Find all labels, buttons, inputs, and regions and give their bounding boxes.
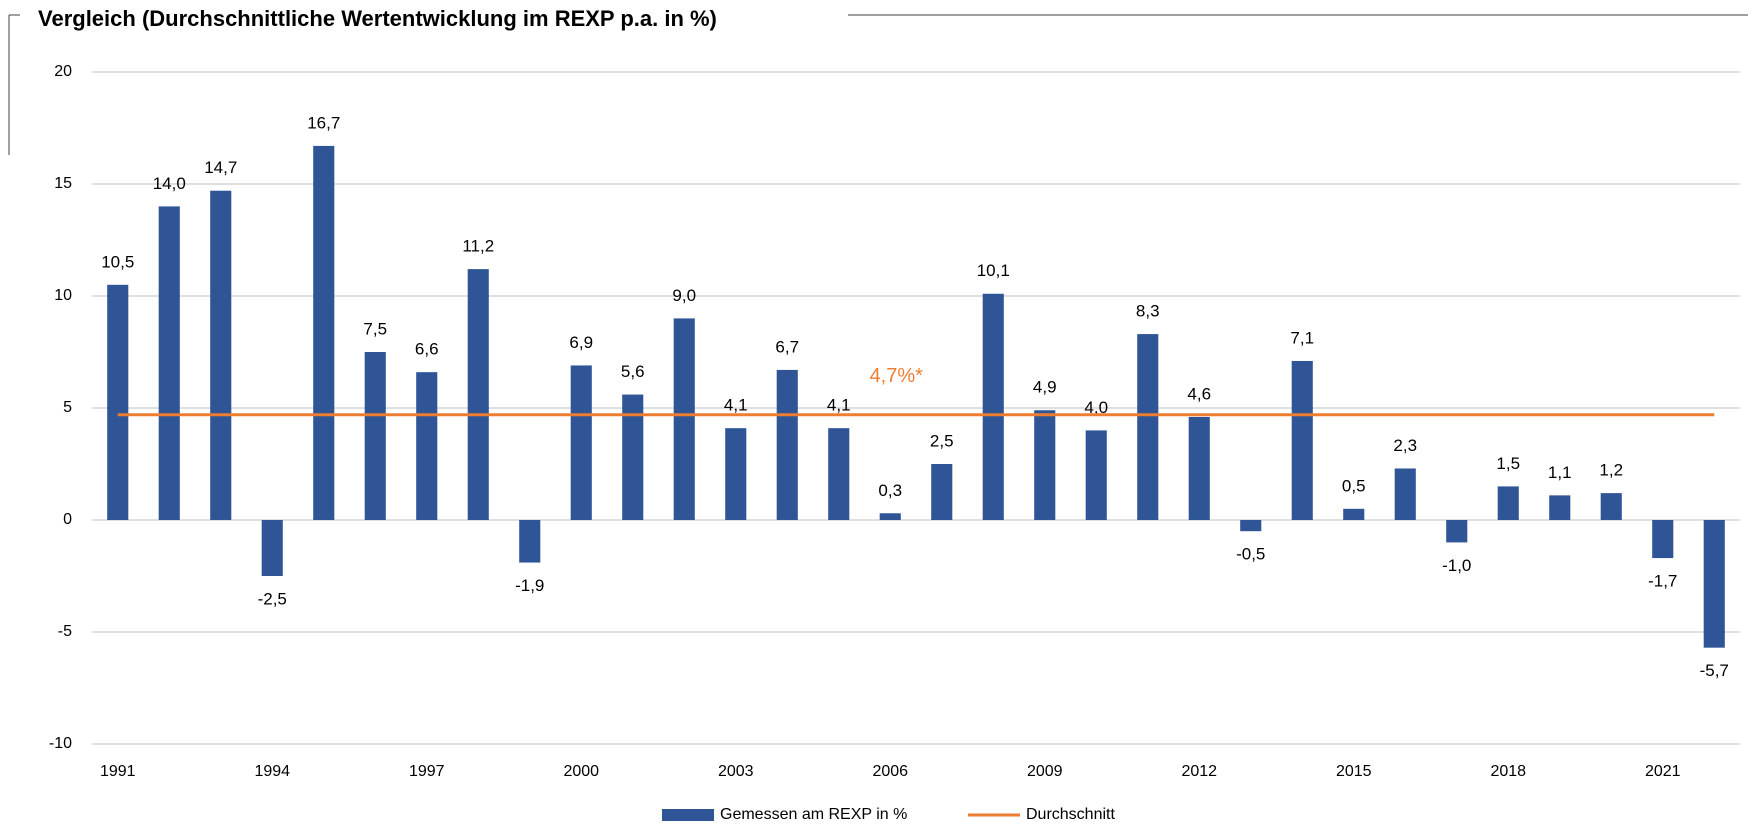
value-label: 1,1 [1548, 463, 1572, 482]
y-tick-label: 0 [63, 511, 72, 528]
bar [107, 284, 129, 520]
value-label: 4,0 [1084, 398, 1108, 417]
y-tick-label: 15 [54, 175, 72, 192]
value-label: 4,6 [1187, 384, 1211, 403]
y-tick-label: 5 [63, 399, 72, 416]
bar [1137, 334, 1159, 520]
value-label: 1,5 [1496, 454, 1520, 473]
value-label: 0,3 [878, 481, 902, 500]
legend-swatch [662, 809, 714, 821]
value-label: 4,9 [1033, 378, 1057, 397]
value-label: -1,9 [515, 576, 544, 595]
value-label: 5,6 [621, 362, 645, 381]
value-label: 8,3 [1136, 302, 1160, 321]
bar [467, 269, 489, 520]
x-tick-label: 1997 [409, 763, 445, 780]
bar [1394, 468, 1416, 520]
bar [931, 464, 953, 520]
bar [1291, 360, 1313, 520]
value-label: 6,9 [569, 333, 593, 352]
value-label: 6,6 [415, 340, 439, 359]
bar [570, 365, 592, 520]
bar [1652, 520, 1674, 559]
bar [519, 520, 541, 563]
x-tick-label: 2003 [718, 763, 754, 780]
value-label: 7,5 [363, 319, 387, 338]
value-label: 6,7 [775, 337, 799, 356]
legend-label: Durchschnitt [1026, 806, 1115, 823]
x-tick-label: 2009 [1027, 763, 1063, 780]
bar [1034, 410, 1056, 520]
legend-label: Gemessen am REXP in % [720, 806, 907, 823]
bar [1497, 486, 1519, 520]
bar [776, 369, 798, 520]
value-label: 4,1 [724, 396, 748, 415]
value-label: 7,1 [1290, 328, 1314, 347]
bar [828, 428, 850, 520]
value-label: -0,5 [1236, 545, 1265, 564]
bar [1703, 520, 1725, 648]
value-label: 1,2 [1599, 461, 1623, 480]
bar [1600, 493, 1622, 520]
bar [1085, 430, 1107, 520]
bar [1549, 495, 1571, 520]
value-label: 0,5 [1342, 476, 1366, 495]
bar [1240, 520, 1262, 532]
x-tick-label: 2018 [1490, 763, 1526, 780]
bar [1188, 416, 1210, 520]
value-label: -5,7 [1700, 661, 1729, 680]
x-tick-label: 2015 [1336, 763, 1372, 780]
chart-title: Vergleich (Durchschnittliche Wertentwick… [38, 6, 717, 31]
bar [673, 318, 695, 520]
x-tick-label: 1994 [254, 763, 290, 780]
value-label: 2,5 [930, 431, 954, 450]
value-label: 14,7 [204, 158, 237, 177]
bar [622, 394, 644, 520]
annotation: 4,7%* [870, 365, 924, 387]
value-label: 9,0 [672, 286, 696, 305]
bar [210, 190, 232, 520]
value-label: 14,0 [153, 174, 186, 193]
bar [364, 352, 386, 520]
bar [1343, 508, 1365, 520]
bar [1446, 520, 1468, 543]
x-tick-label: 2012 [1181, 763, 1217, 780]
x-tick-label: 2000 [563, 763, 599, 780]
bar [158, 206, 180, 520]
value-label: 11,2 [462, 237, 494, 256]
value-label: 10,1 [977, 261, 1010, 280]
y-tick-label: -10 [49, 735, 72, 752]
y-tick-label: 20 [54, 63, 72, 80]
bar [725, 428, 747, 520]
x-tick-label: 2006 [872, 763, 908, 780]
y-tick-label: -5 [58, 623, 72, 640]
bar [982, 293, 1004, 520]
bar [416, 372, 438, 520]
x-tick-label: 1991 [100, 763, 136, 780]
y-tick-label: 10 [54, 287, 72, 304]
value-label: 10,5 [101, 252, 134, 271]
bar [879, 513, 901, 520]
value-label: -1,7 [1648, 572, 1677, 591]
value-label: -2,5 [258, 589, 287, 608]
bar [313, 145, 335, 521]
value-label: 16,7 [307, 113, 340, 132]
x-tick-label: 2021 [1645, 763, 1681, 780]
bar [261, 520, 283, 576]
value-label: -1,0 [1442, 556, 1471, 575]
value-label: 2,3 [1393, 436, 1417, 455]
value-label: 4,1 [827, 396, 851, 415]
